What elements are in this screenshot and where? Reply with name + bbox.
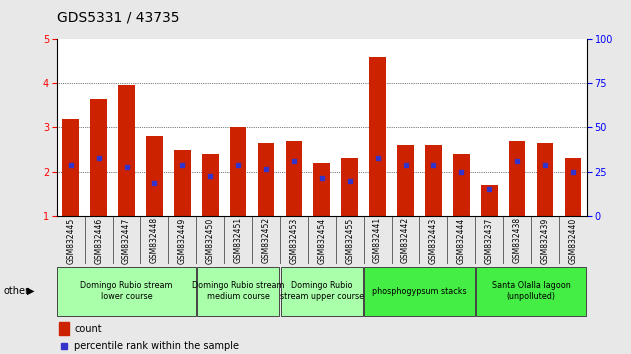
Text: GSM832444: GSM832444: [457, 217, 466, 264]
Bar: [62, 119, 79, 216]
Text: GSM832450: GSM832450: [206, 217, 215, 264]
Bar: [509, 141, 526, 216]
Text: Santa Olalla lagoon
(unpolluted): Santa Olalla lagoon (unpolluted): [492, 281, 570, 301]
Text: GSM832439: GSM832439: [541, 217, 550, 264]
Bar: [565, 159, 581, 216]
Text: GSM832451: GSM832451: [233, 217, 242, 263]
Text: count: count: [74, 324, 102, 333]
Text: GSM832446: GSM832446: [94, 217, 103, 264]
Bar: [59, 322, 69, 335]
Bar: [257, 143, 274, 216]
Text: GSM832453: GSM832453: [290, 217, 298, 264]
Text: percentile rank within the sample: percentile rank within the sample: [74, 341, 239, 351]
Bar: [536, 143, 553, 216]
Bar: [90, 99, 107, 216]
Text: GSM832437: GSM832437: [485, 217, 493, 264]
Text: phosphogypsum stacks: phosphogypsum stacks: [372, 287, 467, 296]
Text: GSM832442: GSM832442: [401, 217, 410, 263]
Text: Domingo Rubio
stream upper course: Domingo Rubio stream upper course: [280, 281, 364, 301]
Bar: [174, 149, 191, 216]
Bar: [341, 159, 358, 216]
Bar: [146, 136, 163, 216]
Bar: [397, 145, 414, 216]
Text: ▶: ▶: [27, 286, 34, 296]
Text: GSM832448: GSM832448: [150, 217, 159, 263]
FancyBboxPatch shape: [364, 267, 475, 316]
Bar: [286, 141, 302, 216]
Bar: [230, 127, 247, 216]
Bar: [481, 185, 498, 216]
Text: GSM832440: GSM832440: [569, 217, 577, 264]
FancyBboxPatch shape: [57, 267, 196, 316]
Text: GSM832452: GSM832452: [261, 217, 271, 263]
Bar: [369, 57, 386, 216]
Text: GDS5331 / 43735: GDS5331 / 43735: [57, 11, 179, 25]
FancyBboxPatch shape: [476, 267, 586, 316]
Text: GSM832438: GSM832438: [512, 217, 522, 263]
Text: Domingo Rubio stream
lower course: Domingo Rubio stream lower course: [80, 281, 173, 301]
FancyBboxPatch shape: [197, 267, 280, 316]
Bar: [118, 85, 135, 216]
Text: GSM832447: GSM832447: [122, 217, 131, 264]
Text: Domingo Rubio stream
medium course: Domingo Rubio stream medium course: [192, 281, 285, 301]
Bar: [202, 154, 218, 216]
Text: GSM832455: GSM832455: [345, 217, 354, 264]
Text: other: other: [3, 286, 29, 296]
Text: GSM832443: GSM832443: [429, 217, 438, 264]
Bar: [453, 154, 469, 216]
Bar: [314, 163, 330, 216]
FancyBboxPatch shape: [281, 267, 363, 316]
Text: GSM832449: GSM832449: [178, 217, 187, 264]
Text: GSM832441: GSM832441: [373, 217, 382, 263]
Text: GSM832454: GSM832454: [317, 217, 326, 264]
Bar: [425, 145, 442, 216]
Text: GSM832445: GSM832445: [66, 217, 75, 264]
